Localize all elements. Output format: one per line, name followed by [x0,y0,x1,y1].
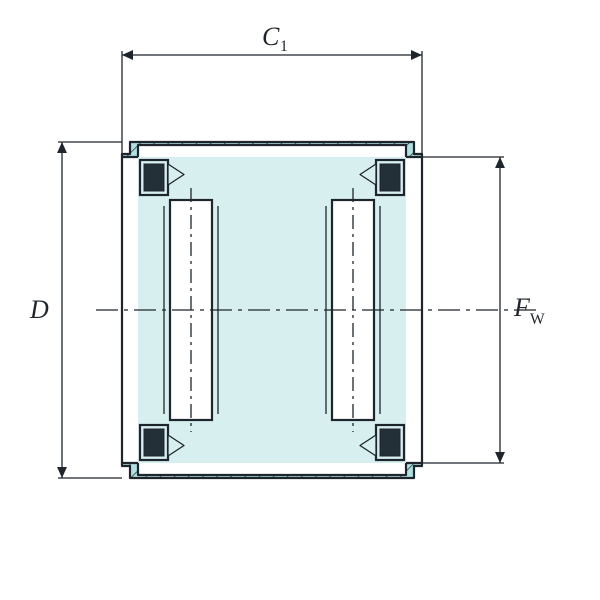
dim-width-sub: 1 [280,38,288,55]
dim-inner-sub: W [530,311,545,328]
dim-inner-label: F [513,293,531,322]
dim-outer-label: D [29,295,49,324]
dim-width-label: C [262,22,280,51]
